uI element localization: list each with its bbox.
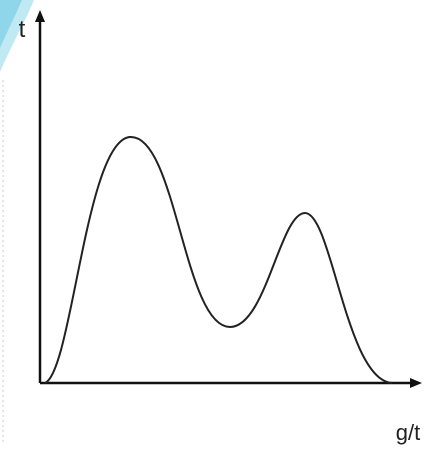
distribution-curve <box>44 135 393 384</box>
x-axis-label: g/t <box>396 420 420 445</box>
corner-decoration-inner <box>0 0 22 48</box>
y-axis-label: t <box>19 16 26 43</box>
y-axis-arrow <box>35 10 45 22</box>
x-axis-arrow <box>410 378 422 388</box>
